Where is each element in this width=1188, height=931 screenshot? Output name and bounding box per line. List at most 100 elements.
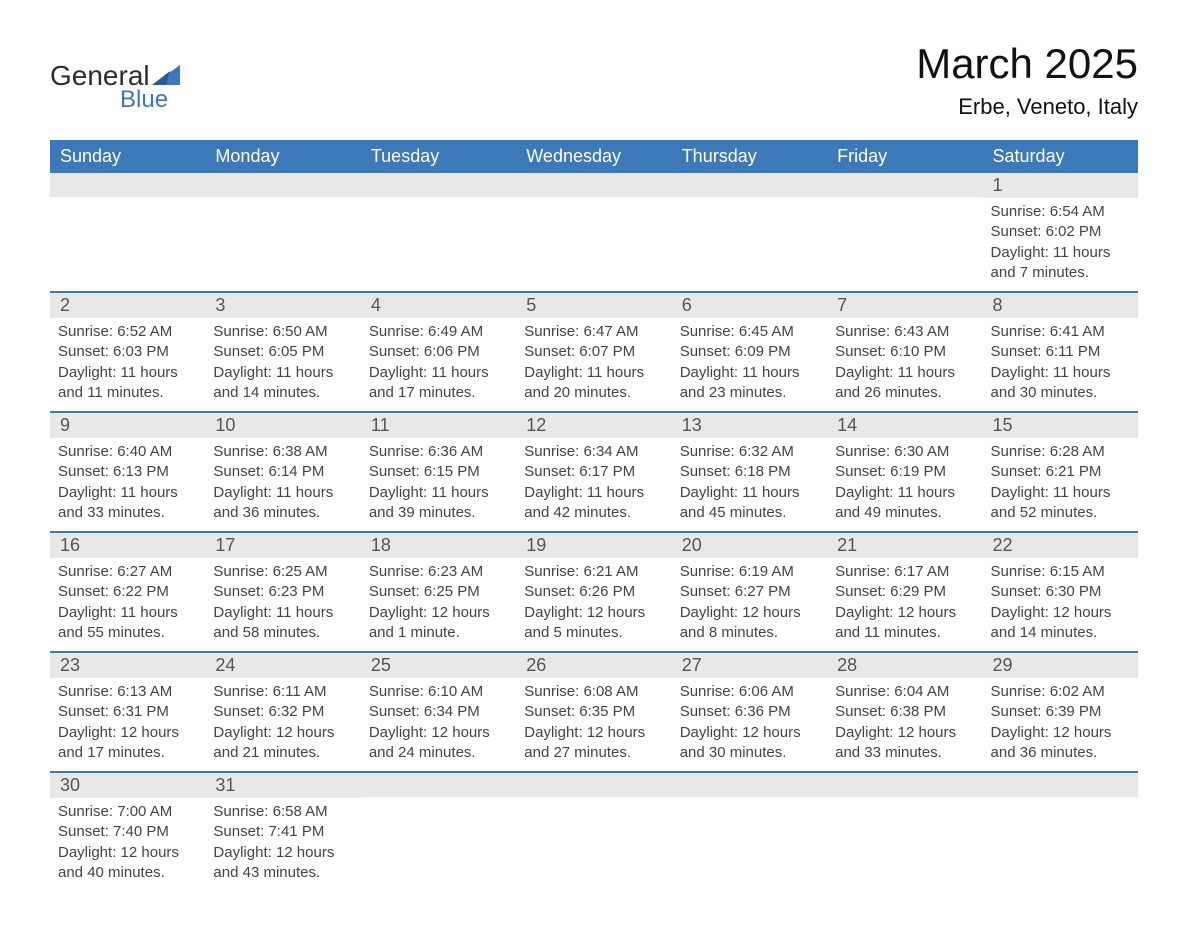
sunset-text: Sunset: 6:15 PM [369,462,508,482]
day-cell [205,173,360,291]
day-cell: 4Sunrise: 6:49 AMSunset: 6:06 PMDaylight… [361,293,516,411]
day-cell: 9Sunrise: 6:40 AMSunset: 6:13 PMDaylight… [50,413,205,531]
sunset-text: Sunset: 6:03 PM [58,342,197,362]
sunrise-text: Sunrise: 6:25 AM [213,562,352,582]
week-row: 9Sunrise: 6:40 AMSunset: 6:13 PMDaylight… [50,413,1138,533]
day-body: Sunrise: 6:47 AMSunset: 6:07 PMDaylight:… [516,318,671,411]
weekday-header: Friday [827,140,982,173]
day-cell [361,773,516,891]
day-number: 1 [983,173,1138,198]
day-cell: 7Sunrise: 6:43 AMSunset: 6:10 PMDaylight… [827,293,982,411]
daylight-text: Daylight: 11 hours and 17 minutes. [369,363,508,404]
day-number: 26 [516,653,671,678]
day-body: Sunrise: 6:38 AMSunset: 6:14 PMDaylight:… [205,438,360,531]
day-body: Sunrise: 6:13 AMSunset: 6:31 PMDaylight:… [50,678,205,771]
day-number [361,773,516,797]
title-block: March 2025 Erbe, Veneto, Italy [916,40,1138,120]
day-number [516,173,671,197]
day-number [50,173,205,197]
day-body: Sunrise: 6:50 AMSunset: 6:05 PMDaylight:… [205,318,360,411]
sunset-text: Sunset: 6:06 PM [369,342,508,362]
day-number: 5 [516,293,671,318]
sunrise-text: Sunrise: 6:41 AM [991,322,1130,342]
daylight-text: Daylight: 11 hours and 49 minutes. [835,483,974,524]
day-cell [516,773,671,891]
daylight-text: Daylight: 12 hours and 14 minutes. [991,603,1130,644]
sunrise-text: Sunrise: 6:58 AM [213,802,352,822]
day-cell [672,173,827,291]
day-cell: 25Sunrise: 6:10 AMSunset: 6:34 PMDayligh… [361,653,516,771]
day-body [827,197,982,209]
daylight-text: Daylight: 11 hours and 30 minutes. [991,363,1130,404]
sunrise-text: Sunrise: 6:08 AM [524,682,663,702]
day-body: Sunrise: 6:34 AMSunset: 6:17 PMDaylight:… [516,438,671,531]
weekday-header: Wednesday [516,140,671,173]
sunset-text: Sunset: 6:19 PM [835,462,974,482]
daylight-text: Daylight: 11 hours and 14 minutes. [213,363,352,404]
day-body [516,197,671,209]
sunset-text: Sunset: 6:38 PM [835,702,974,722]
sunrise-text: Sunrise: 6:38 AM [213,442,352,462]
daylight-text: Daylight: 12 hours and 24 minutes. [369,723,508,764]
sunset-text: Sunset: 6:31 PM [58,702,197,722]
day-number [983,773,1138,797]
day-cell: 29Sunrise: 6:02 AMSunset: 6:39 PMDayligh… [983,653,1138,771]
day-body [361,797,516,809]
day-number: 22 [983,533,1138,558]
day-number: 28 [827,653,982,678]
day-cell: 24Sunrise: 6:11 AMSunset: 6:32 PMDayligh… [205,653,360,771]
day-cell: 16Sunrise: 6:27 AMSunset: 6:22 PMDayligh… [50,533,205,651]
day-body: Sunrise: 6:54 AMSunset: 6:02 PMDaylight:… [983,198,1138,291]
day-number: 25 [361,653,516,678]
sunrise-text: Sunrise: 6:36 AM [369,442,508,462]
sunrise-text: Sunrise: 6:32 AM [680,442,819,462]
day-body: Sunrise: 6:11 AMSunset: 6:32 PMDaylight:… [205,678,360,771]
sunset-text: Sunset: 6:17 PM [524,462,663,482]
daylight-text: Daylight: 12 hours and 21 minutes. [213,723,352,764]
day-body: Sunrise: 6:45 AMSunset: 6:09 PMDaylight:… [672,318,827,411]
day-body [827,797,982,809]
day-number: 20 [672,533,827,558]
sunrise-text: Sunrise: 6:40 AM [58,442,197,462]
sunset-text: Sunset: 6:02 PM [991,222,1130,242]
day-number: 17 [205,533,360,558]
sunrise-text: Sunrise: 6:19 AM [680,562,819,582]
day-cell: 5Sunrise: 6:47 AMSunset: 6:07 PMDaylight… [516,293,671,411]
day-cell: 11Sunrise: 6:36 AMSunset: 6:15 PMDayligh… [361,413,516,531]
sunset-text: Sunset: 6:34 PM [369,702,508,722]
sunset-text: Sunset: 6:25 PM [369,582,508,602]
daylight-text: Daylight: 11 hours and 11 minutes. [58,363,197,404]
day-body: Sunrise: 6:02 AMSunset: 6:39 PMDaylight:… [983,678,1138,771]
day-cell: 8Sunrise: 6:41 AMSunset: 6:11 PMDaylight… [983,293,1138,411]
day-number: 27 [672,653,827,678]
daylight-text: Daylight: 11 hours and 7 minutes. [991,243,1130,284]
day-body: Sunrise: 6:43 AMSunset: 6:10 PMDaylight:… [827,318,982,411]
week-row: 23Sunrise: 6:13 AMSunset: 6:31 PMDayligh… [50,653,1138,773]
daylight-text: Daylight: 12 hours and 36 minutes. [991,723,1130,764]
day-body: Sunrise: 6:28 AMSunset: 6:21 PMDaylight:… [983,438,1138,531]
day-body: Sunrise: 6:06 AMSunset: 6:36 PMDaylight:… [672,678,827,771]
day-number: 15 [983,413,1138,438]
day-cell: 21Sunrise: 6:17 AMSunset: 6:29 PMDayligh… [827,533,982,651]
sunrise-text: Sunrise: 7:00 AM [58,802,197,822]
calendar: SundayMondayTuesdayWednesdayThursdayFrid… [50,140,1138,891]
sunrise-text: Sunrise: 6:23 AM [369,562,508,582]
day-number: 13 [672,413,827,438]
daylight-text: Daylight: 12 hours and 43 minutes. [213,843,352,884]
day-body: Sunrise: 6:10 AMSunset: 6:34 PMDaylight:… [361,678,516,771]
sunset-text: Sunset: 6:13 PM [58,462,197,482]
sunset-text: Sunset: 6:27 PM [680,582,819,602]
day-cell: 20Sunrise: 6:19 AMSunset: 6:27 PMDayligh… [672,533,827,651]
daylight-text: Daylight: 11 hours and 42 minutes. [524,483,663,524]
day-cell [50,173,205,291]
sunrise-text: Sunrise: 6:47 AM [524,322,663,342]
day-body: Sunrise: 6:15 AMSunset: 6:30 PMDaylight:… [983,558,1138,651]
day-cell: 12Sunrise: 6:34 AMSunset: 6:17 PMDayligh… [516,413,671,531]
day-body: Sunrise: 7:00 AMSunset: 7:40 PMDaylight:… [50,798,205,891]
sunset-text: Sunset: 6:36 PM [680,702,819,722]
daylight-text: Daylight: 11 hours and 52 minutes. [991,483,1130,524]
day-number: 3 [205,293,360,318]
day-number: 16 [50,533,205,558]
day-cell: 2Sunrise: 6:52 AMSunset: 6:03 PMDaylight… [50,293,205,411]
sunset-text: Sunset: 7:41 PM [213,822,352,842]
